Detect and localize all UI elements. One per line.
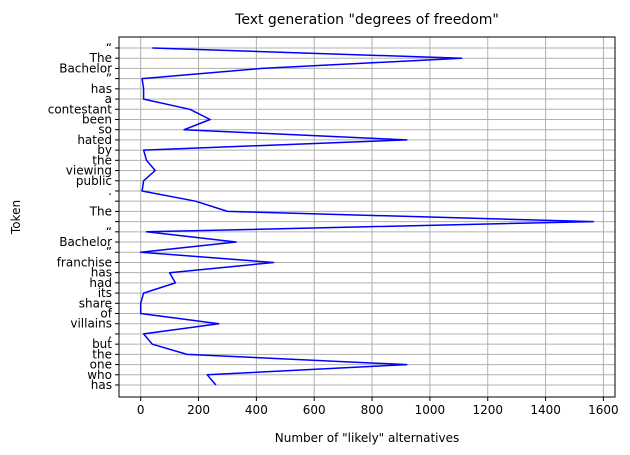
y-tick-label: The — [89, 204, 112, 218]
x-tick-label: 800 — [361, 403, 384, 417]
x-tick-label: 1000 — [415, 403, 446, 417]
x-tick-label: 600 — [303, 403, 326, 417]
y-tick-label: . — [108, 184, 112, 198]
y-tick-label: has — [91, 378, 112, 392]
y-tick-label: contestant — [48, 102, 113, 116]
x-axis-label: Number of "likely" alternatives — [275, 431, 460, 445]
y-tick-label: share — [79, 296, 112, 310]
y-tick-label: villains — [70, 317, 112, 331]
y-tick-label: Bachelor — [59, 235, 112, 249]
y-tick-label: been — [82, 112, 112, 126]
y-tick-label: by — [97, 143, 112, 157]
grid-lines — [119, 37, 615, 397]
y-tick-label: the — [92, 347, 112, 361]
x-axis: 0 200 400 600 800 1000 1200 1400 1600 — [137, 397, 619, 417]
y-tick-label: has — [91, 82, 112, 96]
y-tick-label: Bachelor — [59, 61, 112, 75]
x-tick-label: 1600 — [588, 403, 619, 417]
y-tick-label: one — [90, 358, 112, 372]
x-tick-label: 400 — [245, 403, 268, 417]
y-axis: “TheBachelor”hasacontestantbeensohatedby… — [48, 41, 119, 392]
y-tick-label: franchise — [57, 255, 112, 269]
y-tick-label: viewing — [66, 164, 112, 178]
y-tick-label: a — [105, 92, 112, 106]
y-tick-label: the — [92, 153, 112, 167]
y-tick-label: has — [91, 266, 112, 280]
x-tick-label: 1200 — [472, 403, 503, 417]
y-tick-label: its — [98, 286, 112, 300]
y-tick-label: “ — [106, 41, 112, 55]
y-tick-label: , — [108, 327, 112, 341]
y-tick-label: but — [92, 337, 112, 351]
y-tick-label: ” — [106, 245, 112, 259]
y-tick-label: who — [87, 368, 112, 382]
y-tick-label: “ — [106, 225, 112, 239]
x-tick-label: 1400 — [530, 403, 561, 417]
series-line — [139, 47, 595, 386]
y-tick-label: The — [89, 51, 112, 65]
y-tick-label: hated — [77, 133, 112, 147]
y-axis-label: Token — [9, 200, 23, 235]
y-tick-label: public — [76, 174, 112, 188]
y-tick-label: ” — [106, 72, 112, 86]
x-tick-label: 200 — [187, 403, 210, 417]
x-tick-label: 0 — [137, 403, 145, 417]
y-tick-label: of — [100, 307, 112, 321]
y-tick-label: so — [98, 123, 112, 137]
chart-title: Text generation "degrees of freedom" — [234, 12, 499, 28]
series-layer — [139, 47, 595, 386]
plot-frame — [118, 36, 616, 398]
y-tick-label: had — [89, 276, 112, 290]
